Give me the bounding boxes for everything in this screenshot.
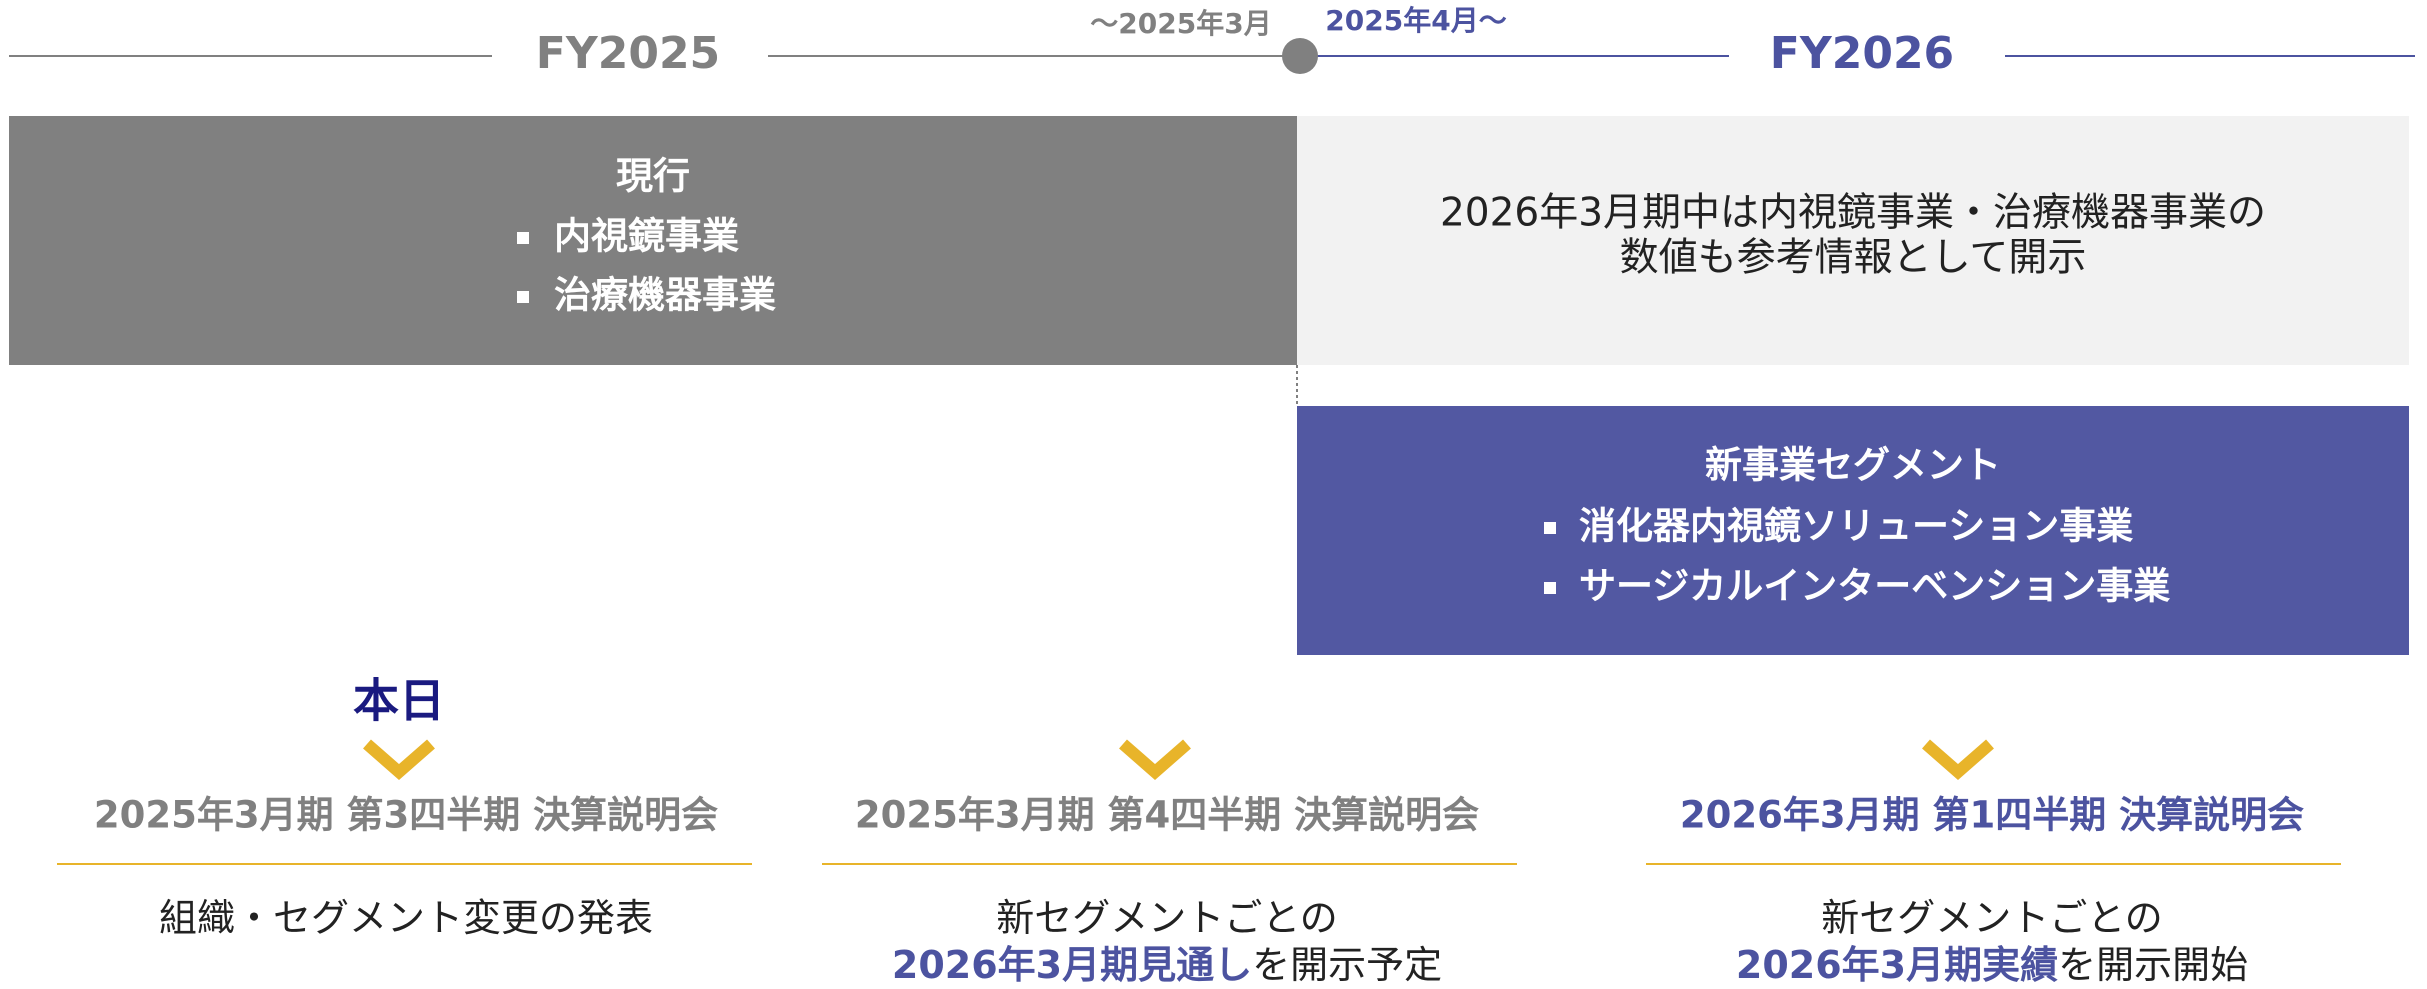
bullet — [517, 291, 529, 303]
timeline-marker — [1282, 38, 1318, 74]
bullet — [1544, 522, 1556, 534]
box-title: 現行 — [616, 155, 690, 198]
description-segment: 2026年3月期実績 — [1736, 943, 2058, 987]
current-box — [9, 116, 1297, 365]
event-description: 2026年3月期見通しを開示予定 — [892, 943, 1442, 987]
bullet — [517, 232, 529, 244]
chevron — [1922, 739, 1994, 780]
period-label: 〜2025年3月 — [1090, 7, 1271, 40]
fy-label: FY2025 — [536, 28, 720, 79]
box-title: 新事業セグメント — [1705, 444, 2001, 487]
box-item: 治療機器事業 — [554, 274, 776, 317]
note-box — [1297, 116, 2409, 365]
fy-label: FY2026 — [1770, 28, 1954, 79]
new-box — [1297, 406, 2409, 655]
event-description: 新セグメントごとの — [996, 896, 1338, 940]
description-segment: を開示予定 — [1252, 943, 1442, 987]
note-line: 2026年3月期中は内視鏡事業・治療機器事業の — [1440, 191, 2266, 236]
bullet — [1544, 582, 1556, 594]
event-title: 2026年3月期 第1四半期 決算説明会 — [1680, 794, 2304, 837]
event-title: 2025年3月期 第4四半期 決算説明会 — [855, 794, 1479, 837]
event-description: 組織・セグメント変更の発表 — [159, 896, 653, 940]
today-label: 本日 — [353, 674, 445, 728]
box-item: 内視鏡事業 — [554, 215, 739, 258]
period-label: 2025年4月〜 — [1325, 4, 1506, 37]
event-description: 新セグメントごとの — [1821, 896, 2163, 940]
box-item: 消化器内視鏡ソリューション事業 — [1579, 505, 2133, 548]
description-segment: 新セグメントごとの — [996, 896, 1338, 940]
description-segment: を開示開始 — [2058, 943, 2248, 987]
description-segment: 組織・セグメント変更の発表 — [159, 896, 653, 940]
event-description: 2026年3月期実績を開示開始 — [1736, 943, 2248, 987]
note-line: 数値も参考情報として開示 — [1620, 236, 2087, 281]
description-segment: 2026年3月期見通し — [892, 943, 1252, 987]
box-item: サージカルインターベンション事業 — [1579, 565, 2170, 608]
description-segment: 新セグメントごとの — [1821, 896, 2163, 940]
chevron — [363, 739, 435, 780]
event-title: 2025年3月期 第3四半期 決算説明会 — [94, 794, 718, 837]
chevron — [1119, 739, 1191, 780]
